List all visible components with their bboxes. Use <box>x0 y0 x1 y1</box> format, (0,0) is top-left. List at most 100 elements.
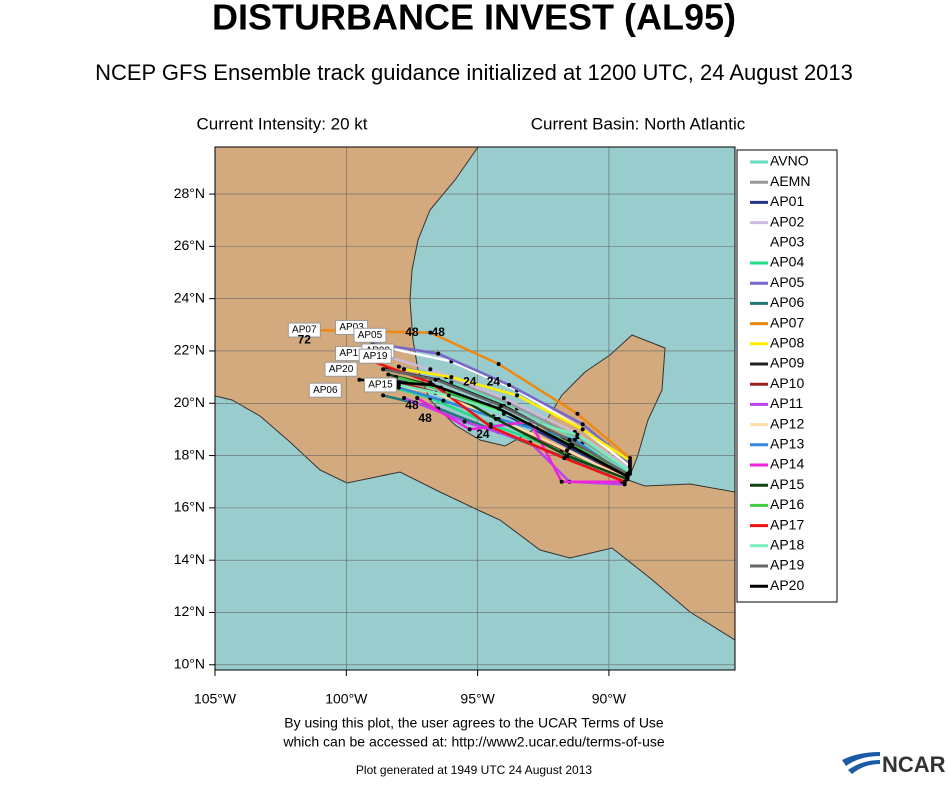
label-box <box>324 361 358 377</box>
track-point <box>381 393 386 398</box>
track-point <box>515 393 520 398</box>
track-point <box>462 419 467 424</box>
legend-label: AP04 <box>770 254 804 270</box>
track-point <box>496 362 501 367</box>
track-point <box>428 330 433 335</box>
track-label: AP15 <box>368 380 393 391</box>
track-point <box>575 432 580 437</box>
track-point <box>446 393 451 398</box>
y-tick-label: 26°N <box>174 237 205 253</box>
y-tick-label: 24°N <box>174 289 205 305</box>
legend-label: AP07 <box>770 314 804 330</box>
legend-label: AP08 <box>770 335 804 351</box>
track-point <box>449 375 454 380</box>
track-point <box>428 380 433 385</box>
track-point <box>428 367 433 372</box>
terms: By using this plot, the user agrees to t… <box>284 715 664 731</box>
legend-label: AP11 <box>770 395 803 411</box>
label-box <box>287 322 321 338</box>
legend-label: AP02 <box>770 213 804 229</box>
hour-label: 24 <box>476 427 490 441</box>
y-tick-label: 18°N <box>174 446 205 462</box>
logo: NCAR <box>882 752 946 777</box>
legend-label: AP18 <box>770 537 804 553</box>
x-tick-label: 95°W <box>460 691 495 707</box>
hour-label: 48 <box>405 325 419 339</box>
track-point <box>562 456 567 461</box>
track-point <box>396 382 401 387</box>
legend-label: AVNO <box>770 153 809 169</box>
track-point <box>627 458 632 463</box>
hour-label: 24 <box>487 375 501 389</box>
legend-label: AP09 <box>770 355 804 371</box>
y-tick-label: 14°N <box>174 551 205 567</box>
legend-label: AP10 <box>770 375 804 391</box>
hour-label: 72 <box>298 333 312 347</box>
label-box <box>353 327 387 343</box>
legend-label: AP20 <box>770 577 804 593</box>
track-label: AP05 <box>358 330 383 341</box>
y-tick-label: 16°N <box>174 499 205 515</box>
track-point <box>559 479 564 484</box>
y-tick-label: 28°N <box>174 185 205 201</box>
label-box <box>308 382 342 398</box>
hour-label: 48 <box>432 325 446 339</box>
track-point <box>622 479 627 484</box>
legend-label: AP16 <box>770 496 804 512</box>
track-point <box>494 416 499 421</box>
hour-label: 24 <box>463 375 477 389</box>
title: DISTURBANCE INVEST (AL95) <box>212 0 736 38</box>
track-point <box>625 474 630 479</box>
track-point <box>386 372 391 377</box>
subtitle: NCEP GFS Ensemble track guidance initial… <box>95 60 853 85</box>
track-point <box>567 437 572 442</box>
track-point <box>402 367 407 372</box>
track-label: AP03 <box>339 322 364 333</box>
y-tick-label: 22°N <box>174 342 205 358</box>
track-point <box>499 403 504 408</box>
legend-label: AP13 <box>770 436 804 452</box>
track-point <box>430 382 435 387</box>
track-point <box>488 424 493 429</box>
label-box <box>363 377 397 393</box>
legend-label: AP01 <box>770 193 804 209</box>
track-point <box>381 367 386 372</box>
track-point <box>580 422 585 427</box>
track-point <box>564 453 569 458</box>
basin: Current Basin: North Atlantic <box>531 114 746 133</box>
track-point <box>441 398 446 403</box>
legend-label: AP06 <box>770 294 804 310</box>
track-point <box>564 448 569 453</box>
legend-label: AP14 <box>770 456 804 472</box>
track-point <box>580 427 585 432</box>
label-box <box>358 348 392 364</box>
legend-label: AP05 <box>770 274 804 290</box>
track-label: AP17 <box>339 348 364 359</box>
y-tick-label: 12°N <box>174 603 205 619</box>
legend-label: AP19 <box>770 557 804 573</box>
track-label: AP19 <box>363 351 388 362</box>
frame <box>214 146 736 671</box>
x-tick-label: 90°W <box>592 691 627 707</box>
legend-label: AEMN <box>770 173 810 189</box>
y-tick-label: 10°N <box>174 655 205 671</box>
track-point <box>396 364 401 369</box>
terms: which can be accessed at: http://www2.uc… <box>282 734 665 750</box>
hour-label: 48 <box>418 411 432 425</box>
track-point <box>433 377 438 382</box>
hour-label: 48 <box>405 398 419 412</box>
track-point <box>436 351 441 356</box>
legend-label: AP17 <box>770 516 804 532</box>
track-label: AP20 <box>329 364 354 375</box>
legend-label: AP15 <box>770 476 804 492</box>
track-point <box>415 396 420 401</box>
track-point <box>627 469 632 474</box>
logo-mark <box>842 752 880 774</box>
x-tick-label: 100°W <box>325 691 368 707</box>
legend-label: AP12 <box>770 415 804 431</box>
track-point <box>402 396 407 401</box>
intensity: Current Intensity: 20 kt <box>196 114 367 133</box>
plot-area: AP07AP03AP05AP17AP09AP19AP20AP06AP157248… <box>214 147 735 670</box>
